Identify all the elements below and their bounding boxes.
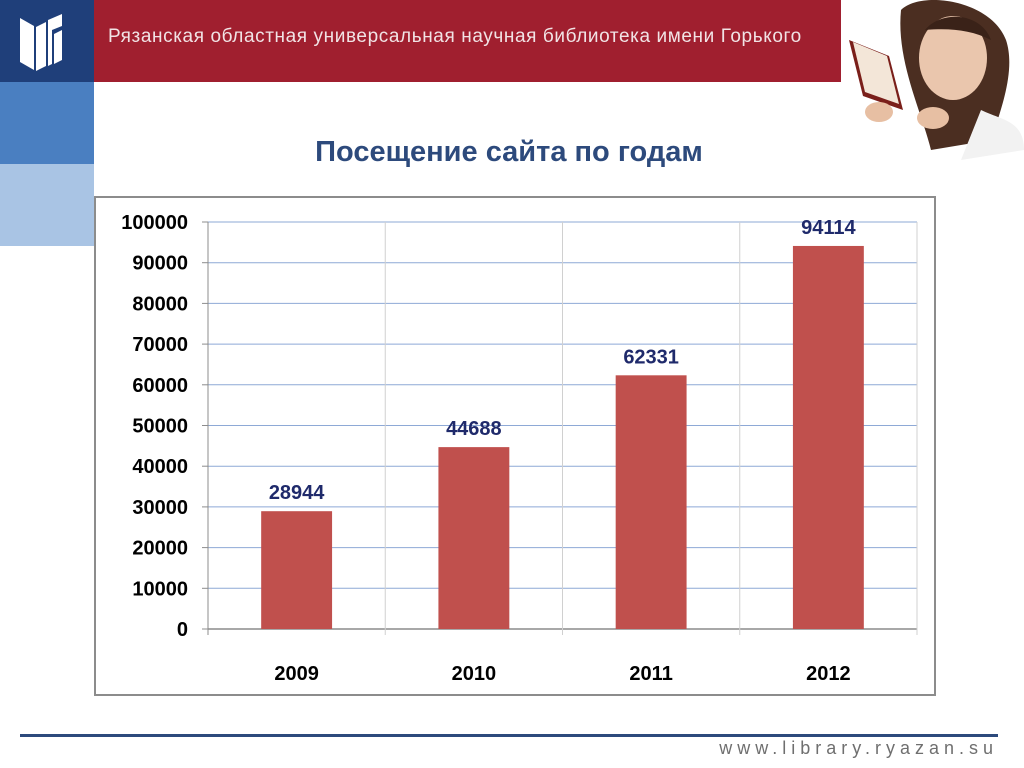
slide-title: Посещение сайта по годам	[315, 136, 703, 168]
book-logo-icon	[20, 14, 62, 71]
footer-url: www.library.ryazan.su	[719, 738, 998, 758]
y-tick-label: 80000	[132, 293, 188, 315]
y-tick-label: 60000	[132, 375, 188, 397]
y-tick-label: 40000	[132, 456, 188, 478]
bar	[792, 245, 864, 629]
data-label: 62331	[623, 346, 679, 368]
y-tick-label: 20000	[132, 538, 188, 560]
bar	[438, 447, 510, 629]
footer-divider	[20, 734, 998, 737]
y-tick-label: 30000	[132, 497, 188, 519]
y-tick-label: 10000	[132, 578, 188, 600]
bar-chart: 0 10000 20000 30000 40000 50000 60000 70000 8000…	[121, 212, 918, 685]
header-title: Рязанская областная универсальная научна…	[108, 26, 802, 47]
header-bar	[94, 0, 841, 82]
y-tick-label: 90000	[132, 253, 188, 275]
chart-frame: 0 10000 20000 30000 40000 50000 60000 70000 8000…	[94, 196, 936, 696]
data-label: 44688	[446, 418, 502, 440]
x-tick-label: 2010	[452, 663, 497, 685]
bar	[261, 511, 333, 629]
y-tick-label: 100000	[121, 212, 188, 234]
data-label: 28944	[269, 482, 325, 504]
library-logo	[0, 0, 94, 82]
reader-photo	[841, 0, 1024, 160]
y-tick-label: 50000	[132, 416, 188, 438]
x-tick-label: 2012	[806, 663, 851, 685]
data-label: 94114	[801, 217, 856, 239]
x-tick-label: 2009	[274, 663, 319, 685]
decorative-block	[0, 82, 94, 164]
x-tick-label: 2011	[629, 663, 672, 685]
bar	[615, 375, 687, 629]
y-tick-label: 70000	[132, 334, 188, 356]
y-tick-label: 0	[177, 619, 188, 641]
decorative-block	[0, 164, 94, 246]
